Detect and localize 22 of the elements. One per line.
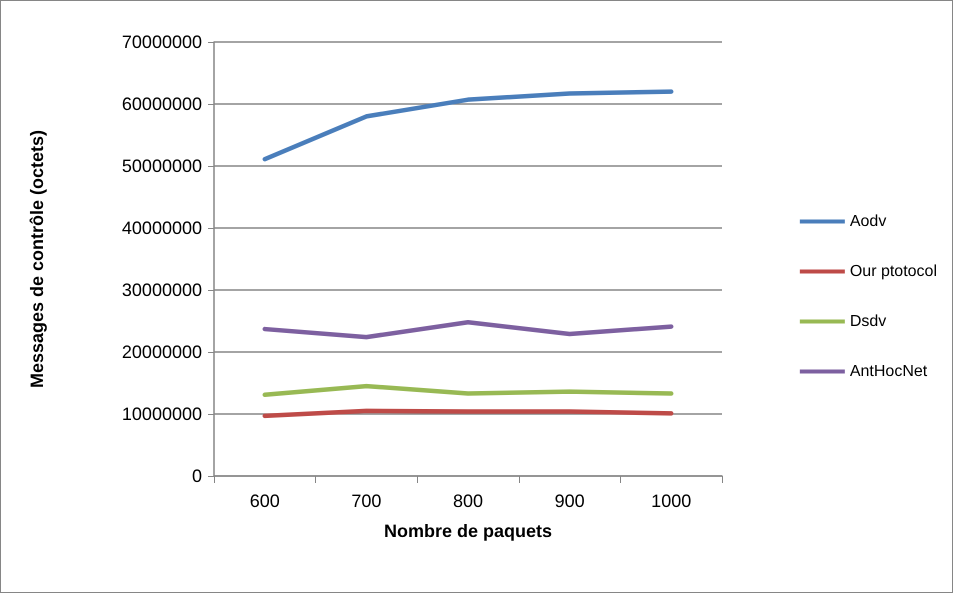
- x-tick-label: 800: [452, 491, 484, 511]
- line-series: [262, 320, 674, 340]
- line-series: [262, 384, 674, 398]
- y-tick-label: 10000000: [122, 404, 202, 424]
- legend-label: Dsdv: [850, 313, 886, 330]
- x-tick-label: 600: [250, 491, 280, 511]
- y-tick-label: 50000000: [122, 156, 202, 176]
- legend-label: Our ptotocol: [850, 263, 937, 280]
- y-tick-label: 30000000: [122, 280, 202, 300]
- y-tick-label: 60000000: [122, 94, 202, 114]
- x-tick-label: 700: [351, 491, 382, 511]
- y-axis-title: Messages de contrôle (octets): [27, 130, 47, 388]
- y-tick-label: 0: [192, 466, 202, 486]
- y-tick-label: 40000000: [122, 218, 202, 238]
- x-tick-label: 900: [554, 491, 585, 511]
- y-tick-label: 20000000: [122, 342, 202, 362]
- y-tick-label: 70000000: [122, 32, 202, 52]
- legend-label: Aodv: [850, 213, 886, 230]
- line-series: [262, 89, 674, 162]
- legend-label: AntHocNet: [850, 363, 928, 380]
- x-tick-label: 1000: [651, 491, 692, 511]
- x-axis-title: Nombre de paquets: [384, 521, 552, 541]
